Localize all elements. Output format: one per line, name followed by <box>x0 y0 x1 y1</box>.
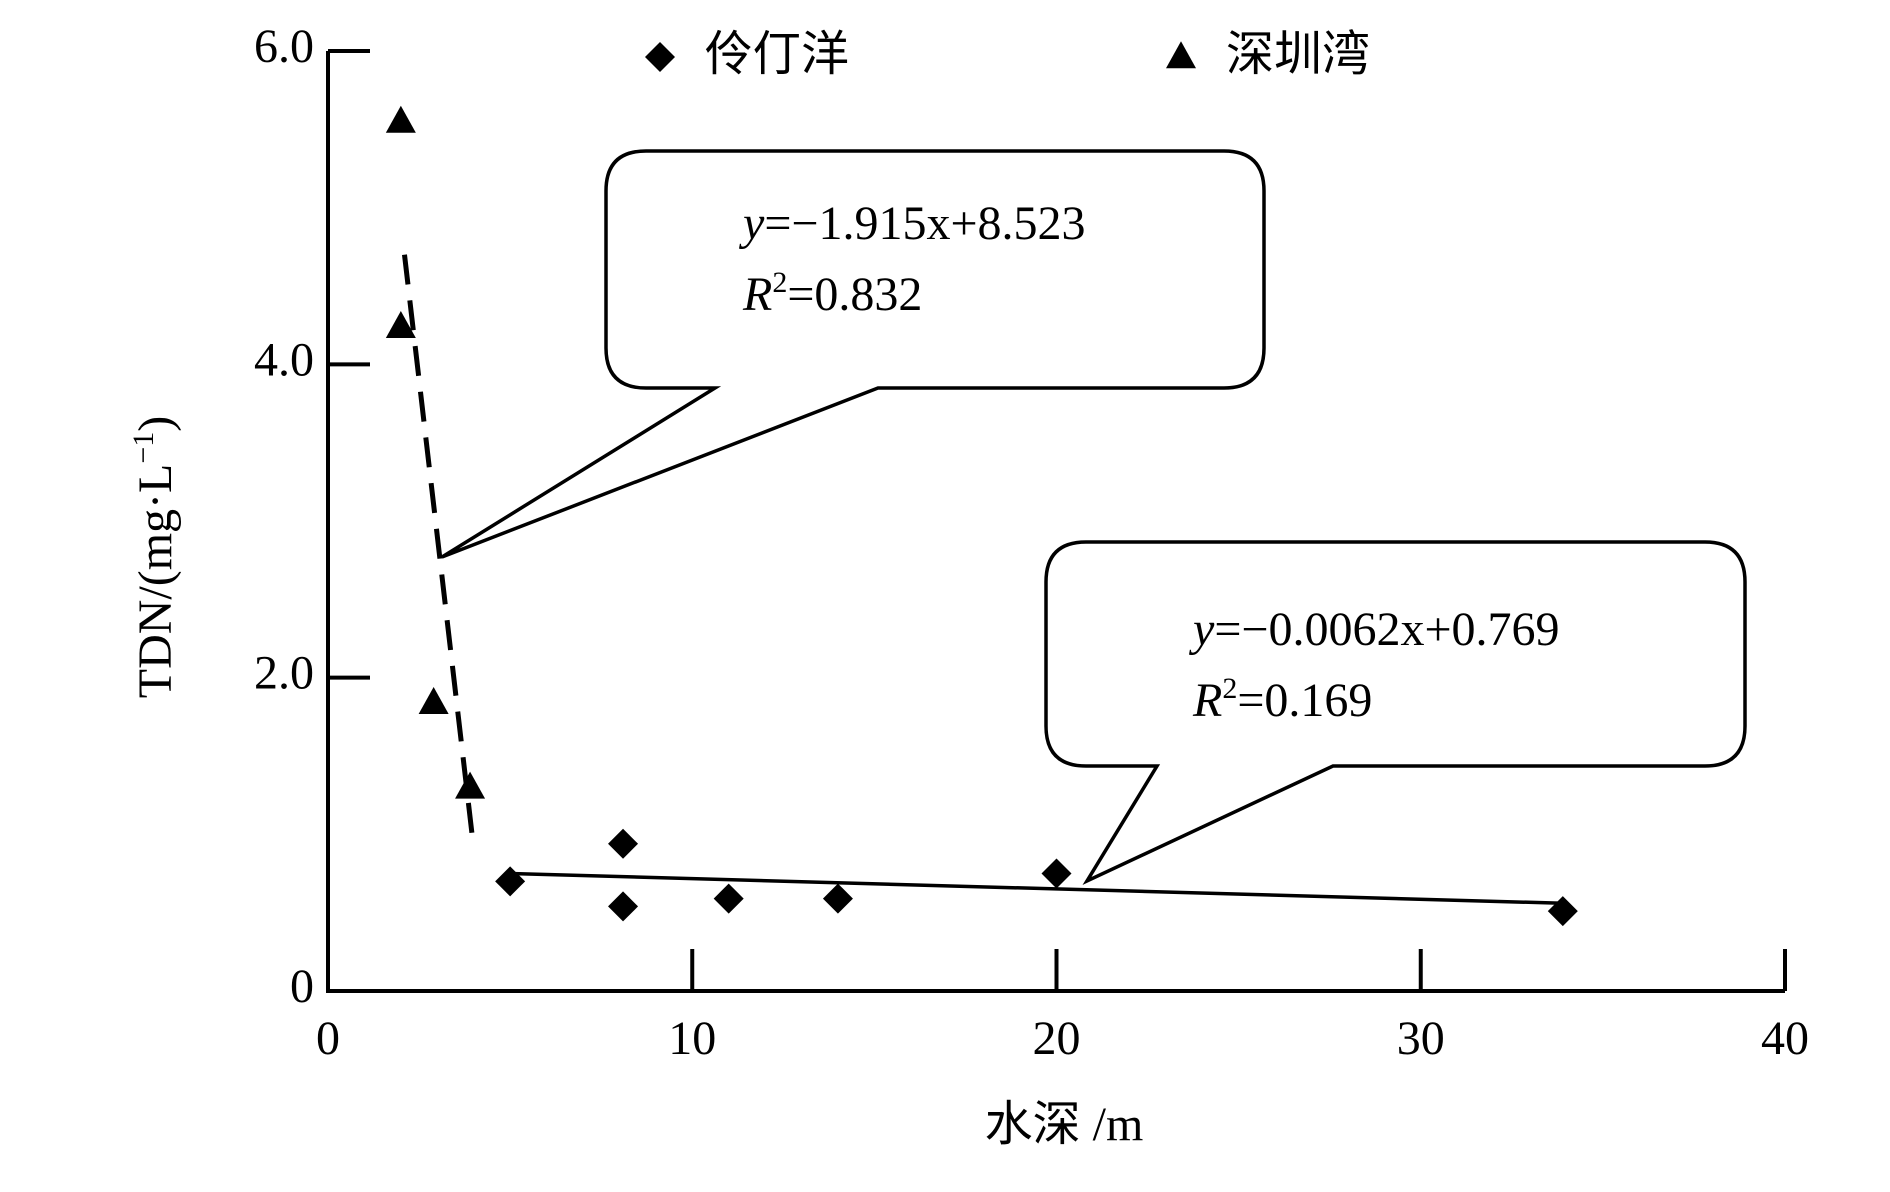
y-axis-title-sup: −1 <box>127 432 160 464</box>
data-point <box>608 828 639 859</box>
data-point <box>418 686 449 714</box>
callout-box <box>1044 540 1747 886</box>
x-tick-label: 0 <box>316 1012 340 1065</box>
trendline <box>510 871 1563 906</box>
x-tick-label: 40 <box>1761 1012 1809 1065</box>
data-point <box>385 310 416 338</box>
y-axis-title-end: ) <box>129 416 182 432</box>
r-value: =0.832 <box>787 268 922 321</box>
legend-label: 伶仃洋 <box>705 28 849 81</box>
r-superscript: 2 <box>772 266 787 299</box>
data-point <box>455 771 486 799</box>
data-point <box>495 866 526 897</box>
legend-label: 深圳湾 <box>1226 28 1370 81</box>
y-axis-title-main: TDN/(mg·L <box>129 464 182 699</box>
equation: y=−0.0062x+0.769 <box>1188 603 1560 656</box>
data-point <box>1041 858 1072 889</box>
x-tick-label: 10 <box>668 1012 716 1065</box>
data-point <box>1547 896 1578 927</box>
y-tick-label: 0 <box>290 960 314 1013</box>
r-squared: R2=0.169 <box>1192 672 1372 727</box>
data-point <box>608 891 639 922</box>
y-tick-label: 6.0 <box>254 20 314 73</box>
legend-marker <box>1166 41 1196 69</box>
x-tick-label: 30 <box>1397 1012 1445 1065</box>
r-superscript: 2 <box>1222 672 1237 705</box>
y-tick-label: 2.0 <box>254 647 314 700</box>
equation-text: =−0.0062x+0.769 <box>1214 603 1559 656</box>
r-symbol: R <box>1192 674 1222 727</box>
data-point <box>713 883 744 914</box>
equation-variable: y <box>1188 603 1215 656</box>
y-tick-label: 4.0 <box>254 333 314 386</box>
equation-variable: y <box>738 197 765 250</box>
r-value: =0.169 <box>1237 674 1372 727</box>
r-symbol: R <box>742 268 772 321</box>
callout-box <box>441 149 1266 559</box>
equation-text: =−1.915x+8.523 <box>764 197 1085 250</box>
y-axis-title: TDN/(mg·L−1) <box>127 416 182 699</box>
r-squared: R2=0.832 <box>742 266 922 321</box>
x-axis-title: 水深 /m <box>985 1098 1144 1151</box>
trendline <box>402 254 477 849</box>
data-point <box>385 105 416 133</box>
legend-marker <box>645 42 675 72</box>
data-point <box>822 883 853 914</box>
equation: y=−1.915x+8.523 <box>738 197 1086 250</box>
x-tick-label: 20 <box>1033 1012 1081 1065</box>
